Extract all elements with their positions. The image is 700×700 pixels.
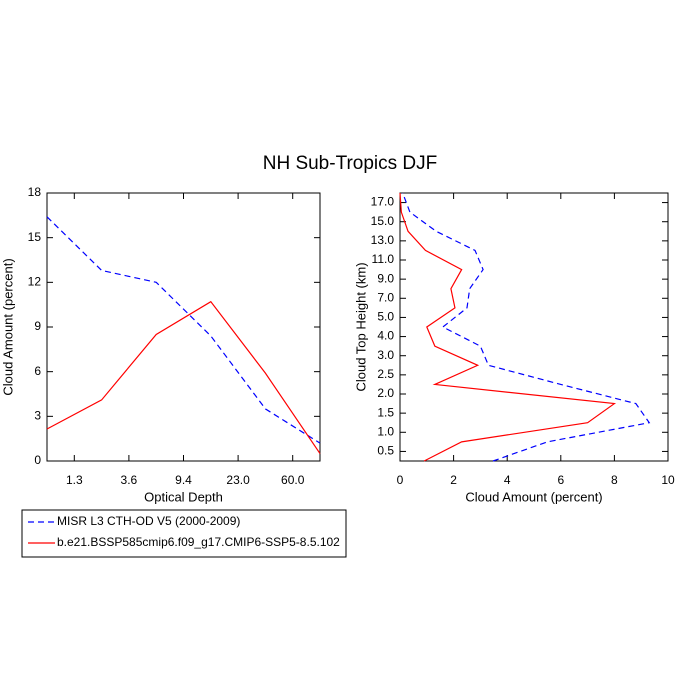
y-tick-label: 1.0: [377, 424, 394, 438]
x-tick-label: 9.4: [175, 473, 192, 487]
series-line: [46, 216, 321, 444]
y-tick-label: 17.0: [371, 195, 395, 209]
x-tick-label: 60.0: [281, 473, 305, 487]
y-tick-label: 9: [34, 319, 41, 333]
series-line: [402, 192, 651, 462]
y-tick-label: 13.0: [371, 233, 395, 247]
y-tick-label: 12: [28, 275, 42, 289]
y-tick-label: 15: [28, 230, 42, 244]
plot-frame: [399, 192, 669, 462]
y-tick-label: 3: [34, 409, 41, 423]
x-tick-label: 23.0: [226, 473, 250, 487]
x-tick-label: 2: [450, 473, 457, 487]
y-tick-label: 18: [28, 185, 42, 199]
y-tick-label: 0.5: [377, 444, 394, 458]
y-tick-label: 3.0: [377, 348, 394, 362]
x-tick-label: 6: [557, 473, 564, 487]
y-tick-label: 2.0: [377, 386, 394, 400]
y-tick-label: 2.5: [377, 367, 394, 381]
x-tick-label: 10: [661, 473, 675, 487]
x-axis-title: Optical Depth: [144, 489, 223, 504]
legend-label: MISR L3 CTH-OD V5 (2000-2009): [57, 514, 240, 528]
series-line: [399, 192, 617, 462]
y-tick-label: 1.5: [377, 405, 394, 419]
y-tick-label: 15.0: [371, 214, 395, 228]
x-tick-label: 0: [397, 473, 404, 487]
y-tick-label: 11.0: [372, 252, 395, 266]
y-tick-label: 9.0: [377, 271, 394, 285]
x-tick-label: 1.3: [66, 473, 83, 487]
x-tick-label: 4: [504, 473, 511, 487]
series-line: [46, 300, 321, 454]
legend-label: b.e21.BSSP585cmip6.f09_g17.CMIP6-SSP5-8.…: [57, 535, 340, 549]
y-tick-label: 5.0: [377, 310, 394, 324]
x-tick-label: 8: [611, 473, 618, 487]
y-tick-label: 7.0: [377, 290, 394, 304]
y-tick-label: 4.0: [377, 329, 394, 343]
y-tick-label: 0: [34, 453, 41, 467]
y-axis-title: Cloud Amount (percent): [0, 258, 15, 395]
y-axis-title: Cloud Top Height (km): [353, 262, 368, 391]
x-tick-label: 3.6: [121, 473, 138, 487]
legend-box: [21, 509, 347, 558]
y-tick-label: 6: [34, 364, 41, 378]
x-axis-title: Cloud Amount (percent): [465, 489, 602, 504]
figure-title: NH Sub-Tropics DJF: [263, 153, 438, 174]
